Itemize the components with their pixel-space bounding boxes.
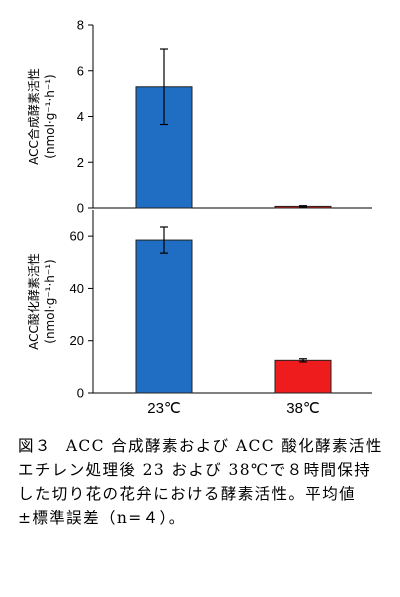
y-axis-unit: (nmol·g⁻¹·h⁻¹) bbox=[43, 74, 57, 158]
caption-title: ACC 合成酵素および ACC 酸化酵素活性 bbox=[65, 437, 383, 455]
y-tick-label: 4 bbox=[77, 109, 84, 124]
y-tick-label: 0 bbox=[77, 201, 84, 216]
caption-body: エチレン処理後 23 および 38℃で８時間保持した切り花の花弁における酵素活性… bbox=[18, 461, 372, 527]
x-category-label: 23℃ bbox=[147, 400, 181, 417]
y-axis-unit: (nmol·g⁻¹·h⁻¹) bbox=[43, 259, 57, 343]
y-tick-label: 6 bbox=[77, 63, 84, 78]
bar-23c bbox=[135, 239, 193, 394]
y-axis-label: ACC合成酵素活性 bbox=[26, 68, 41, 165]
y-tick-label: 40 bbox=[70, 281, 84, 296]
y-tick-label: 0 bbox=[77, 386, 84, 401]
y-tick-label: 2 bbox=[77, 155, 84, 170]
x-category-label: 38℃ bbox=[286, 400, 320, 417]
y-axis-label: ACC酸化酵素活性 bbox=[26, 253, 41, 350]
figure-caption: 図３ ACC 合成酵素および ACC 酸化酵素活性 エチレン処理後 23 および … bbox=[18, 434, 386, 530]
panel-acc-synthase: 0 2 4 6 8 ACC合成酵素活性 (nmol·g⁻¹·h⁻¹) bbox=[26, 18, 372, 216]
y-tick-label: 8 bbox=[77, 18, 84, 33]
x-category-labels: 23℃ 38℃ bbox=[147, 400, 320, 417]
caption-label: 図３ bbox=[18, 437, 52, 455]
y-tick-label: 60 bbox=[70, 229, 84, 244]
panel-acc-oxidase: 0 20 40 60 ACC酸化酵素活性 (nmol·g⁻¹·h⁻¹) bbox=[26, 210, 372, 401]
bar-38c bbox=[274, 359, 332, 394]
caption-title-line: 図３ ACC 合成酵素および ACC 酸化酵素活性 bbox=[18, 434, 386, 458]
y-tick-label: 20 bbox=[70, 333, 84, 348]
